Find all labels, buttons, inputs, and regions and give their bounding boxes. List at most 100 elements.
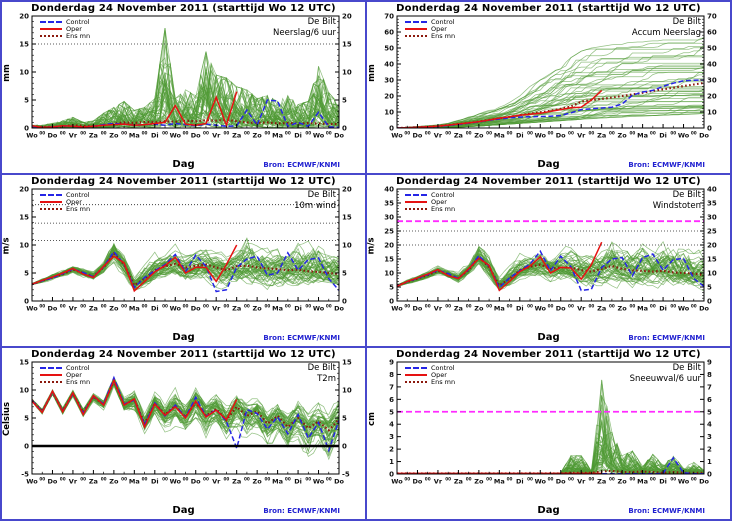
svg-text:Wo: Wo xyxy=(170,478,182,486)
svg-text:Ma: Ma xyxy=(129,305,140,313)
oper-line-swatch xyxy=(405,27,427,30)
legend-item-control: Control xyxy=(40,191,90,199)
svg-text:Wo: Wo xyxy=(391,478,403,486)
legend: Control Oper Ens mn xyxy=(405,18,455,40)
svg-text:Vr: Vr xyxy=(212,478,221,486)
svg-text:Zo: Zo xyxy=(253,305,263,313)
oper-line-swatch xyxy=(40,373,62,376)
legend-label: Oper xyxy=(431,197,447,206)
svg-text:00: 00 xyxy=(285,131,291,136)
svg-text:5: 5 xyxy=(389,284,394,292)
svg-text:Zo: Zo xyxy=(474,305,484,313)
station-name: De Bilt xyxy=(307,190,336,200)
svg-text:Vr: Vr xyxy=(577,478,586,486)
source-credit: Bron: ECMWF/KNMI xyxy=(263,161,340,169)
station-name: De Bilt xyxy=(307,17,336,27)
chart-title: Donderdag 24 November 2011 (starttijd Wo… xyxy=(31,176,336,187)
svg-text:20: 20 xyxy=(19,186,29,194)
source-credit: Bron: ECMWF/KNMI xyxy=(263,507,340,515)
svg-text:00: 00 xyxy=(183,131,189,136)
svg-text:00: 00 xyxy=(203,304,209,309)
source-credit: Bron: ECMWF/KNMI xyxy=(628,334,705,342)
legend-label: Oper xyxy=(66,197,82,206)
parameter-name: Windstoten xyxy=(652,200,701,211)
svg-text:9: 9 xyxy=(707,359,712,367)
svg-text:00: 00 xyxy=(264,477,270,482)
svg-text:20: 20 xyxy=(707,93,717,101)
svg-text:Do: Do xyxy=(556,478,566,486)
svg-text:00: 00 xyxy=(404,477,410,482)
svg-text:Zo: Zo xyxy=(253,132,263,140)
svg-text:Di: Di xyxy=(151,132,159,140)
svg-text:Do: Do xyxy=(334,132,344,140)
svg-text:Do: Do xyxy=(334,478,344,486)
control-line-swatch xyxy=(40,366,62,369)
y-axis-label: Celsius xyxy=(2,401,12,436)
ensmean-line-swatch xyxy=(40,207,62,210)
svg-text:Wo: Wo xyxy=(535,132,547,140)
svg-text:00: 00 xyxy=(264,131,270,136)
svg-text:Do: Do xyxy=(48,132,58,140)
svg-text:60: 60 xyxy=(384,29,394,37)
station-label: De Bilt T2m xyxy=(308,363,336,384)
legend-item-ensmn: Ens mn xyxy=(405,32,455,40)
svg-text:00: 00 xyxy=(466,477,472,482)
svg-text:9: 9 xyxy=(389,359,394,367)
svg-text:10: 10 xyxy=(384,109,394,117)
svg-text:Zo: Zo xyxy=(474,478,484,486)
svg-text:Ma: Ma xyxy=(494,132,505,140)
svg-text:1: 1 xyxy=(389,458,394,466)
svg-text:35: 35 xyxy=(384,200,394,208)
y-axis-label: mm xyxy=(367,63,377,82)
svg-text:00: 00 xyxy=(80,477,86,482)
legend-label: Oper xyxy=(431,370,447,379)
chart-title: Donderdag 24 November 2011 (starttijd Wo… xyxy=(31,3,336,14)
svg-text:-5: -5 xyxy=(21,471,29,479)
svg-text:0: 0 xyxy=(24,443,29,451)
svg-text:00: 00 xyxy=(486,131,492,136)
svg-text:00: 00 xyxy=(162,304,168,309)
svg-text:00: 00 xyxy=(244,477,250,482)
station-label: De Bilt Windstoten xyxy=(653,190,701,211)
svg-text:00: 00 xyxy=(650,477,656,482)
svg-text:00: 00 xyxy=(609,131,615,136)
svg-text:Wo: Wo xyxy=(313,305,325,313)
oper-line-swatch xyxy=(405,200,427,203)
svg-text:0: 0 xyxy=(342,298,347,306)
panel-10m-wind: Donderdag 24 November 2011 (starttijd Wo… xyxy=(2,175,365,346)
svg-text:Wo: Wo xyxy=(535,305,547,313)
svg-text:Do: Do xyxy=(413,305,423,313)
svg-text:Di: Di xyxy=(516,478,524,486)
svg-text:Za: Za xyxy=(232,305,241,313)
svg-text:00: 00 xyxy=(425,477,431,482)
svg-text:2: 2 xyxy=(707,446,712,454)
svg-text:Zo: Zo xyxy=(474,132,484,140)
svg-text:00: 00 xyxy=(466,304,472,309)
svg-text:00: 00 xyxy=(264,304,270,309)
svg-text:00: 00 xyxy=(121,304,127,309)
svg-text:0: 0 xyxy=(707,298,712,306)
svg-text:00: 00 xyxy=(203,477,209,482)
svg-text:00: 00 xyxy=(507,131,513,136)
svg-text:20: 20 xyxy=(342,13,352,21)
legend-label: Control xyxy=(431,363,455,372)
svg-text:Di: Di xyxy=(659,478,667,486)
svg-text:00: 00 xyxy=(80,131,86,136)
legend: Control Oper Ens mn xyxy=(40,363,90,386)
svg-text:Za: Za xyxy=(597,478,606,486)
legend-item-control: Control xyxy=(405,191,455,199)
svg-text:Di: Di xyxy=(294,305,302,313)
svg-text:Do: Do xyxy=(413,478,423,486)
svg-text:Ma: Ma xyxy=(494,305,505,313)
y-axis-label: m/s xyxy=(2,236,12,255)
svg-text:00: 00 xyxy=(527,477,533,482)
svg-text:20: 20 xyxy=(384,93,394,101)
svg-text:00: 00 xyxy=(142,304,148,309)
svg-text:00: 00 xyxy=(670,304,676,309)
legend-label: Control xyxy=(66,363,90,372)
svg-text:00: 00 xyxy=(691,131,697,136)
y-axis-label: m/s xyxy=(367,236,377,255)
svg-text:Di: Di xyxy=(516,132,524,140)
